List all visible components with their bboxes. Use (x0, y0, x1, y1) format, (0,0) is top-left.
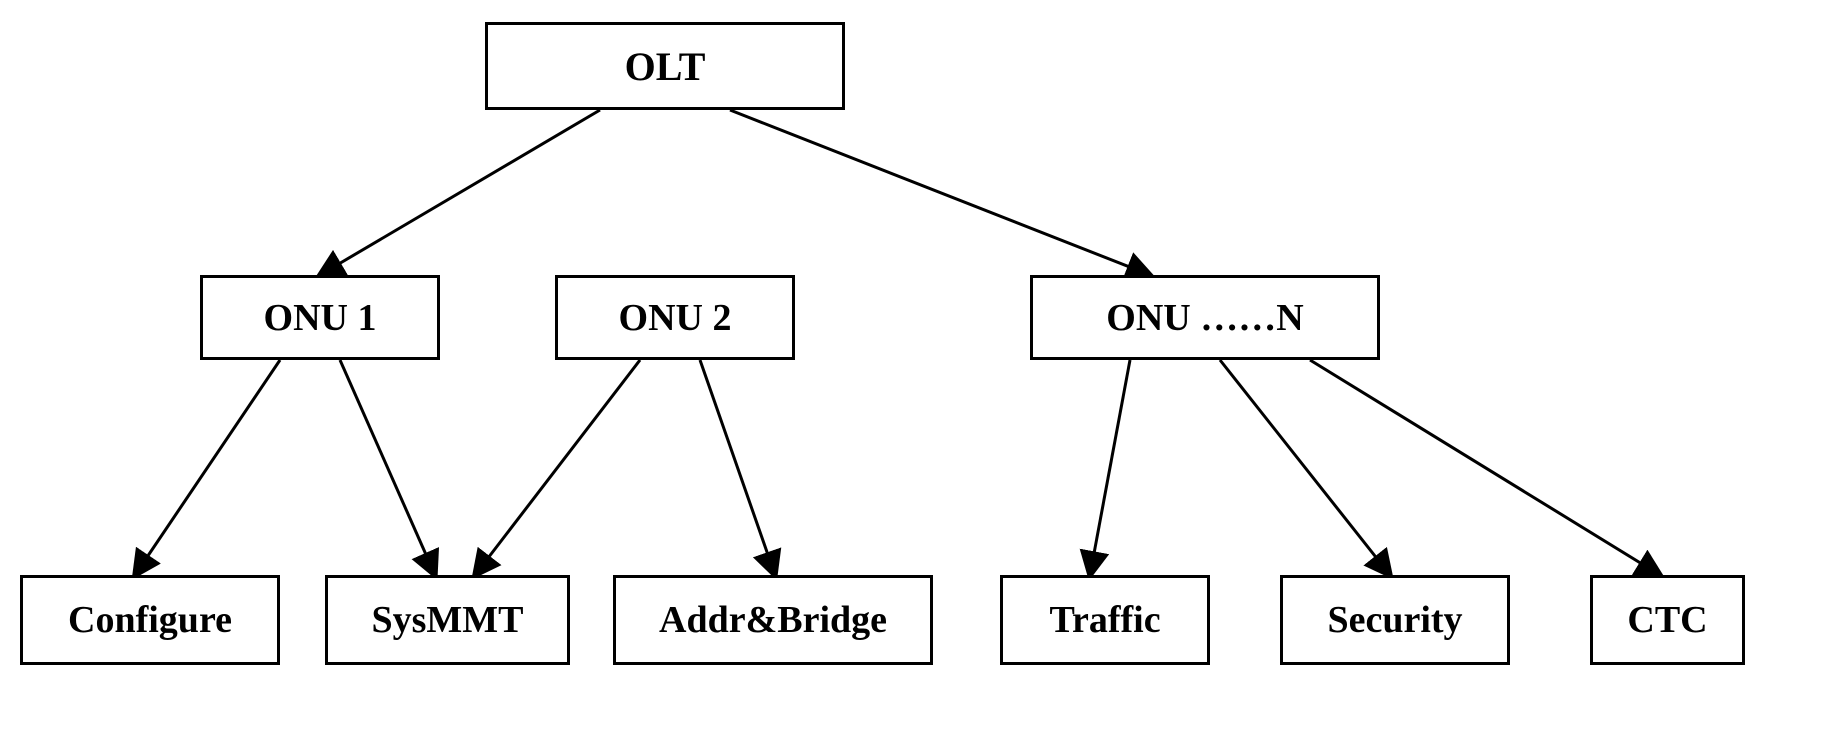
node-onu2: ONU 2 (555, 275, 795, 360)
node-label: Traffic (1049, 598, 1160, 642)
node-label: SysMMT (372, 598, 524, 642)
node-label: Configure (68, 598, 232, 642)
node-traffic: Traffic (1000, 575, 1210, 665)
edge-onun-security (1220, 360, 1390, 575)
node-ctc: CTC (1590, 575, 1745, 665)
edge-onu2-addrbridge (700, 360, 775, 575)
node-label: ONU 1 (264, 296, 377, 340)
edge-onun-ctc (1310, 360, 1660, 575)
edge-onu1-sysmmt (340, 360, 435, 575)
node-onu1: ONU 1 (200, 275, 440, 360)
edge-olt-onu1 (320, 110, 600, 275)
node-addrbridge: Addr&Bridge (613, 575, 933, 665)
node-label: ONU ……N (1106, 296, 1303, 340)
node-configure: Configure (20, 575, 280, 665)
edge-onu1-configure (135, 360, 280, 575)
node-onun: ONU ……N (1030, 275, 1380, 360)
edge-olt-onun (730, 110, 1150, 275)
node-label: CTC (1627, 598, 1707, 642)
node-security: Security (1280, 575, 1510, 665)
node-label: OLT (625, 43, 706, 90)
node-olt: OLT (485, 22, 845, 110)
node-label: Addr&Bridge (659, 598, 887, 642)
node-label: Security (1327, 598, 1462, 642)
edge-onun-traffic (1090, 360, 1130, 575)
node-sysmmt: SysMMT (325, 575, 570, 665)
node-label: ONU 2 (619, 296, 732, 340)
edge-onu2-sysmmt (475, 360, 640, 575)
